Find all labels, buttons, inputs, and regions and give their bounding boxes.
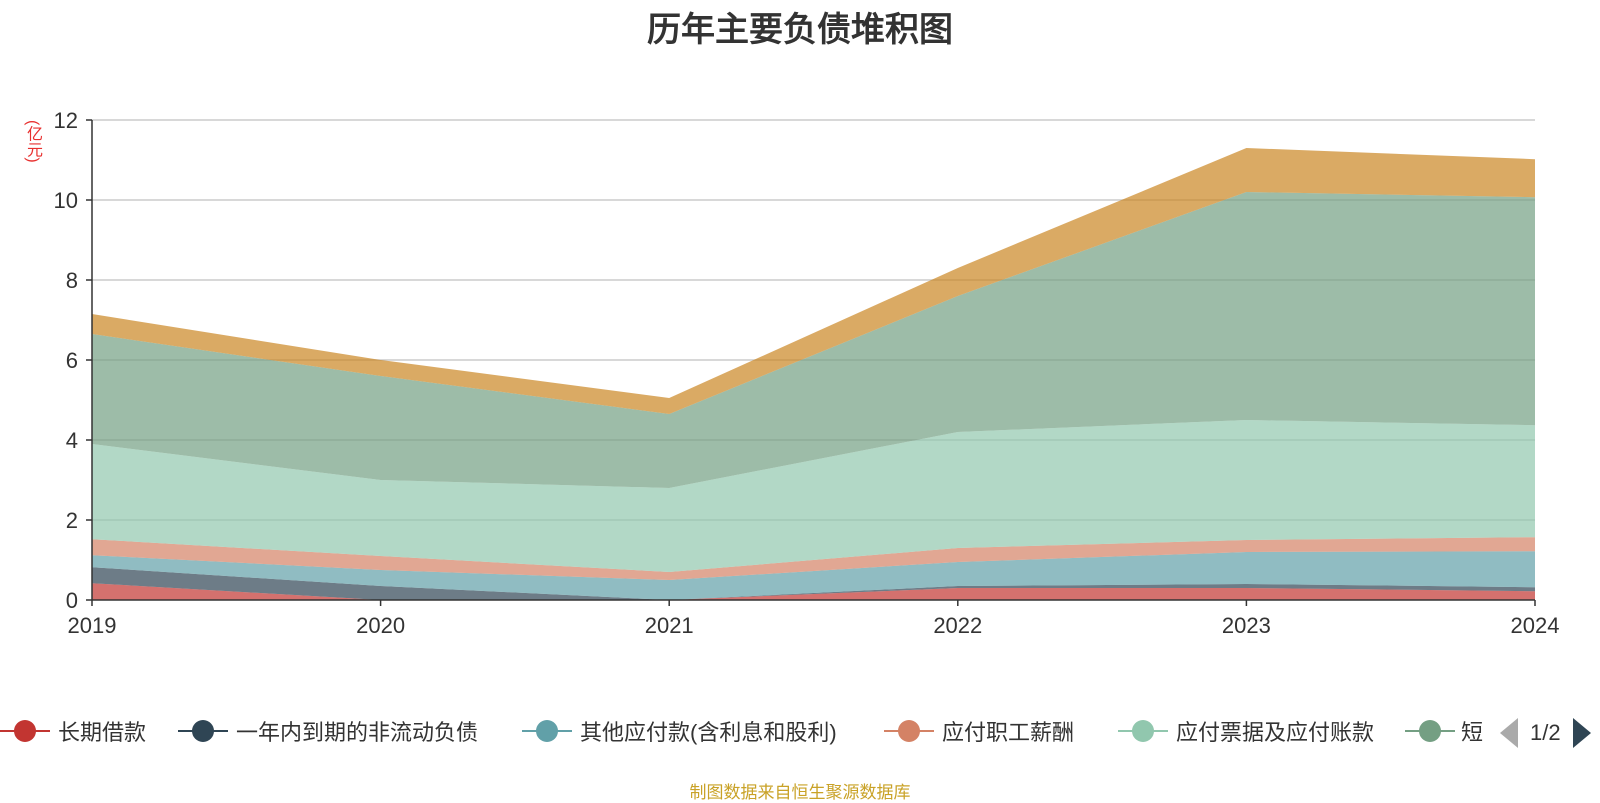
area-series-4[interactable] (92, 420, 1535, 572)
y-axis-unit-label: (亿元) (24, 120, 41, 163)
chart-legend: 长期借款 一年内到期的非流动负债 其他应付款(含利息和股利) 应付职工薪酬 应付… (0, 713, 1600, 749)
legend-page-indicator: 1/2 (1530, 720, 1561, 745)
legend-item-notes-accounts-payable[interactable]: 应付票据及应付账款 (1118, 713, 1374, 749)
axes: 0 2 4 6 8 10 12 2019 2020 2021 2022 2023 2024 (54, 108, 1560, 638)
y-axis-tick-label: 10 (54, 188, 78, 213)
y-axis-tick-label: 12 (54, 108, 78, 133)
y-axis-tick-label: 6 (66, 348, 78, 373)
x-axis-tick-label: 2024 (1511, 613, 1560, 638)
next-page-icon[interactable] (1572, 718, 1591, 748)
legend-label: 短 (1460, 720, 1483, 745)
legend-marker-icon (522, 719, 572, 743)
legend-marker-icon (1405, 719, 1455, 743)
x-axis-tick-label: 2020 (356, 613, 405, 638)
area-series-1[interactable] (92, 567, 1535, 600)
y-axis-tick-label: 0 (66, 588, 78, 613)
legend-label: 应付职工薪酬 (942, 720, 1075, 745)
legend-pager: 1/2 (1500, 718, 1591, 748)
legend-label: 长期借款 (58, 720, 147, 745)
stacked-area-chart: 0 2 4 6 8 10 12 2019 2020 2021 2022 2023 2024 (54, 108, 1560, 638)
area-series-2[interactable] (92, 551, 1535, 600)
legend-marker-icon (1118, 719, 1168, 743)
legend-marker-icon (178, 719, 228, 743)
legend-label: 其他应付款(含利息和股利) (580, 720, 837, 745)
area-series-3[interactable] (92, 537, 1535, 580)
legend-label: 应付票据及应付账款 (1176, 720, 1375, 745)
y-axis-tick-label: 2 (66, 508, 78, 533)
legend-item-current-noncurrent-liabilities[interactable]: 一年内到期的非流动负债 (178, 713, 478, 749)
legend-item-other-payables[interactable]: 其他应付款(含利息和股利) (522, 713, 837, 749)
prev-page-icon[interactable] (1500, 718, 1518, 748)
y-axis-tick-label: 8 (66, 268, 78, 293)
legend-marker-icon (884, 719, 934, 743)
legend-item-short-term-loans[interactable]: 短 (1405, 713, 1483, 749)
x-axis-tick-label: 2021 (645, 613, 694, 638)
area-series (92, 148, 1535, 600)
x-axis-tick-label: 2019 (68, 613, 117, 638)
x-axis-tick-label: 2023 (1222, 613, 1271, 638)
legend-label: 一年内到期的非流动负债 (236, 720, 479, 745)
area-series-5[interactable] (92, 192, 1535, 488)
y-axis-tick-label: 4 (66, 428, 78, 453)
chart-title: 历年主要负债堆积图 (647, 11, 953, 49)
legend-item-employee-payables[interactable]: 应付职工薪酬 (884, 713, 1074, 749)
area-series-6[interactable] (92, 148, 1535, 414)
legend-item-long-term-loans[interactable]: 长期借款 (0, 713, 146, 749)
legend-marker-icon (0, 719, 50, 743)
area-series-0[interactable] (92, 583, 1535, 600)
data-source-note: 制图数据来自恒生聚源数据库 (689, 783, 911, 802)
x-axis-tick-label: 2022 (933, 613, 982, 638)
